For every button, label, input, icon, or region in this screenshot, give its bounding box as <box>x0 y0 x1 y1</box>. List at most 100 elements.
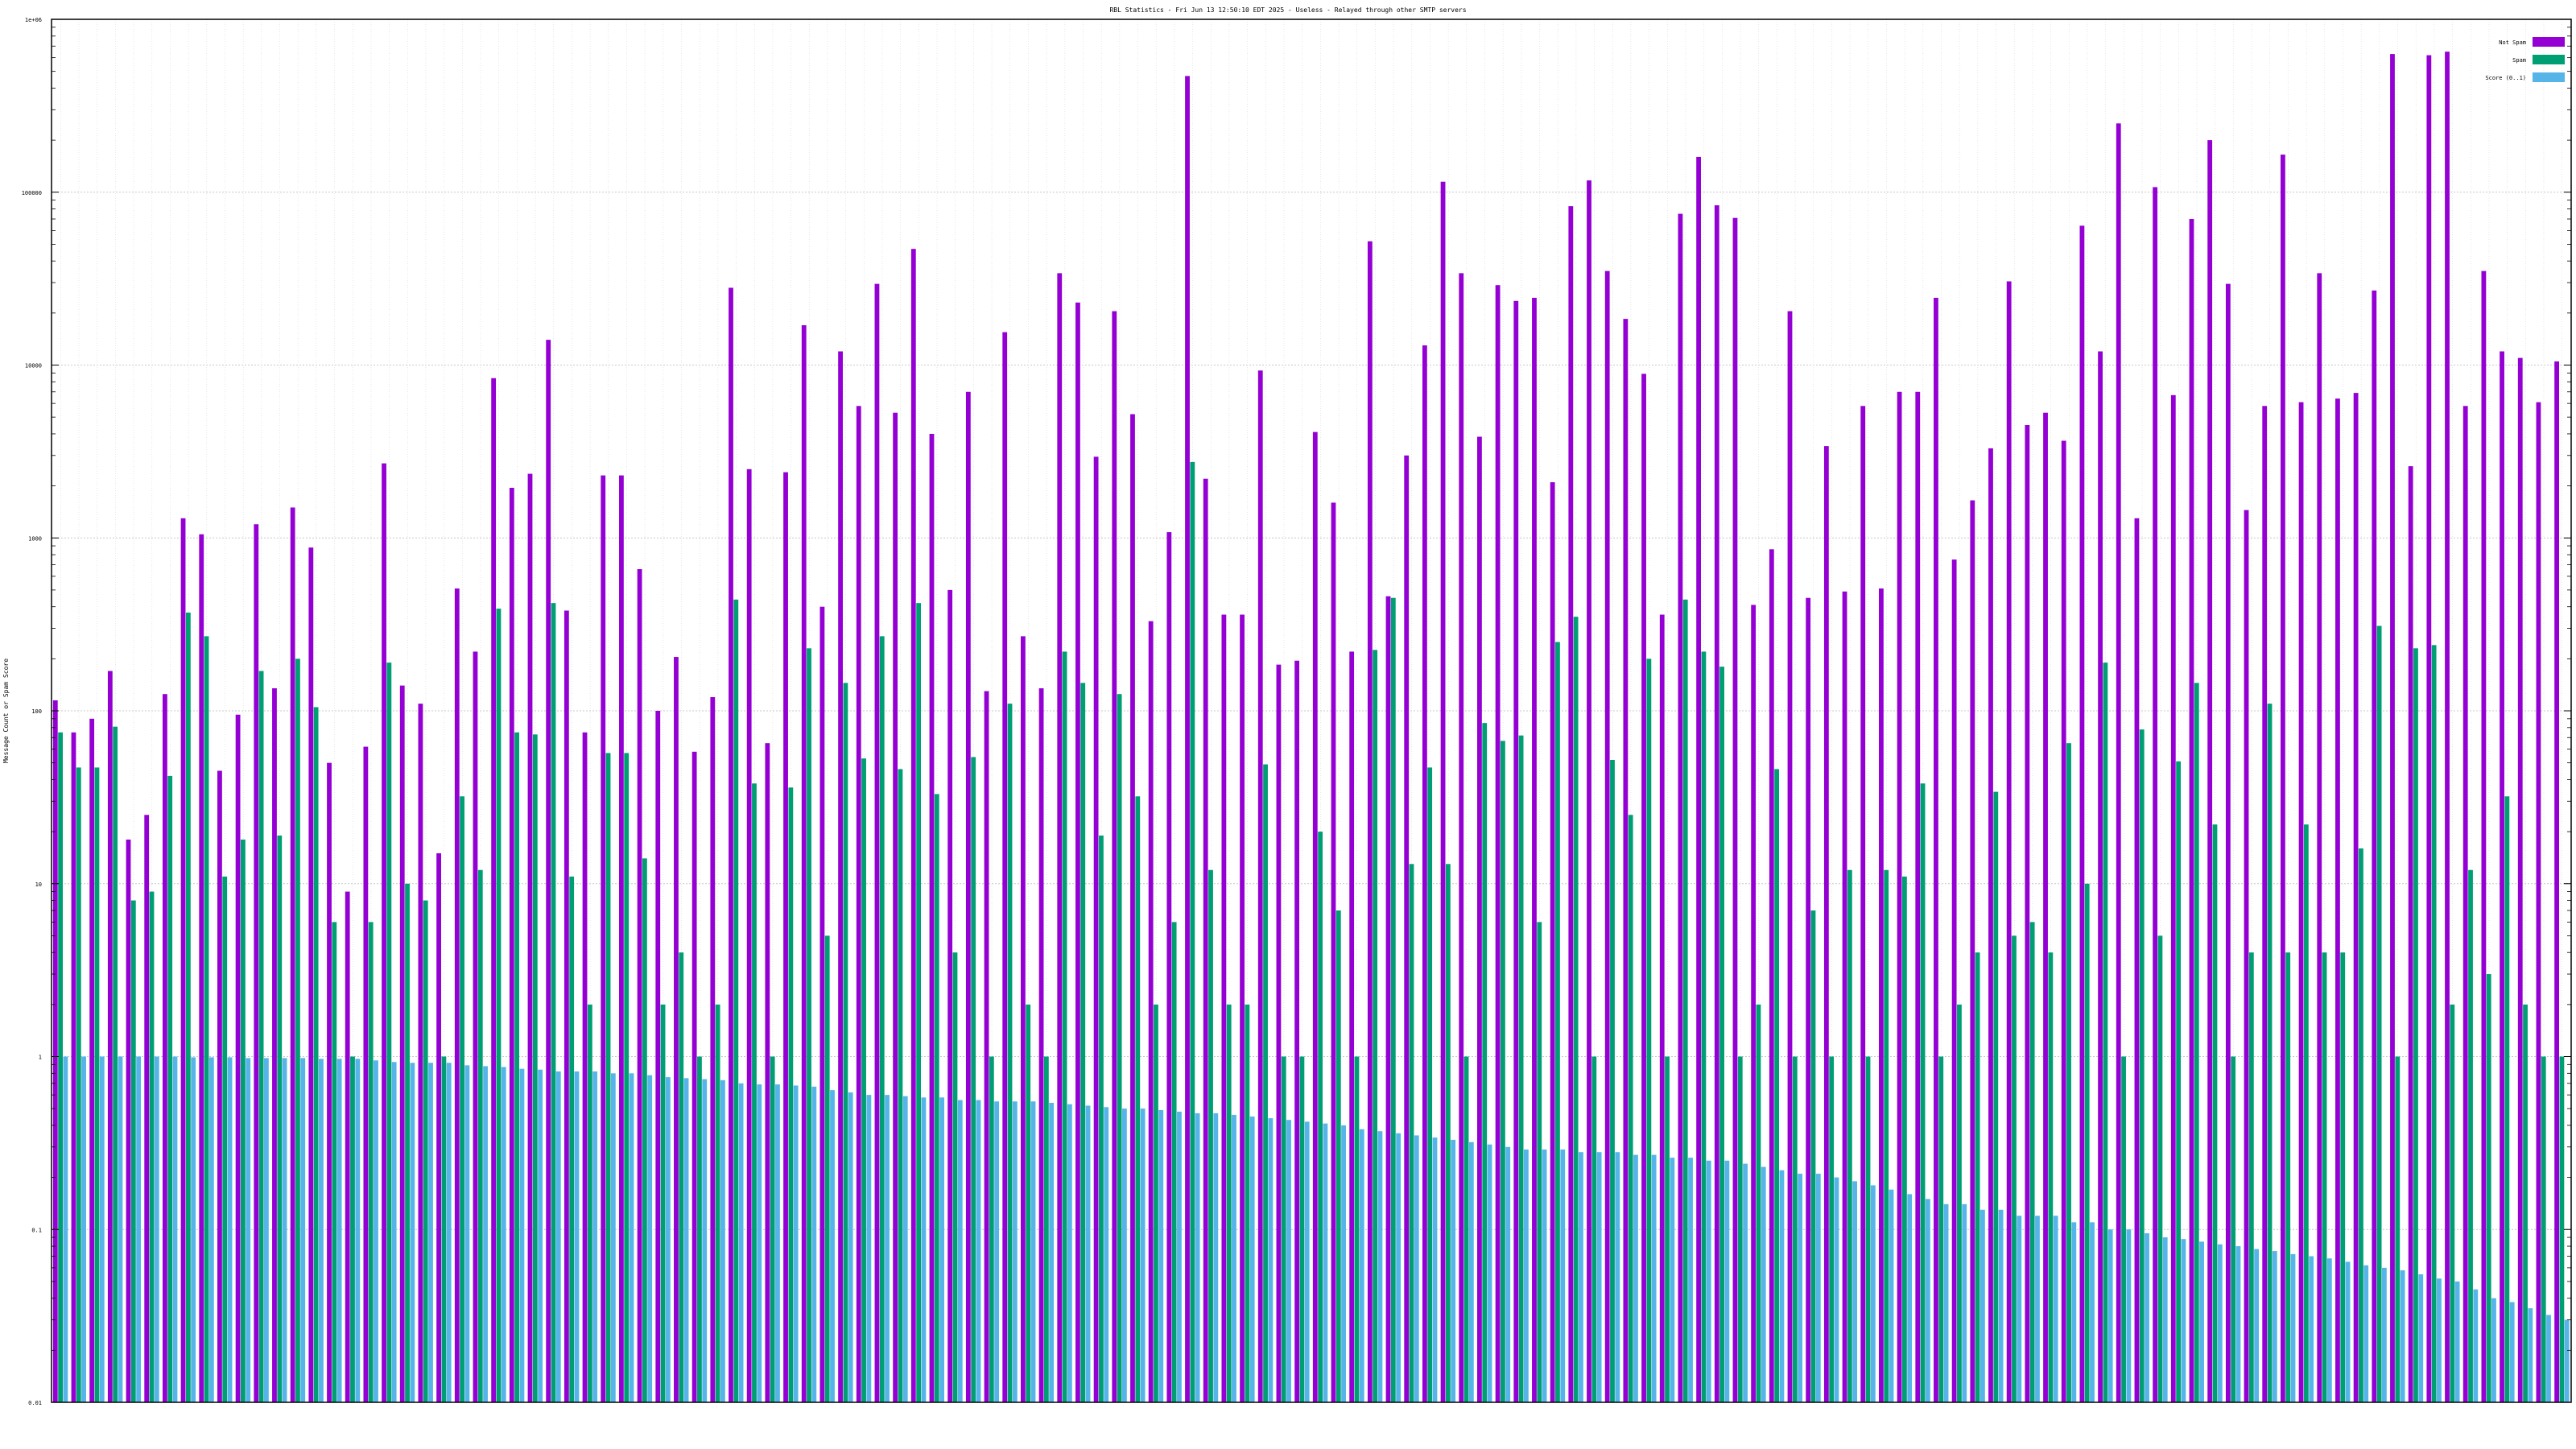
bar-score <box>336 1059 342 1402</box>
bar-score <box>1542 1149 1547 1402</box>
bar-not-spam <box>2536 402 2541 1403</box>
bar-spam <box>167 775 173 1402</box>
bar-spam <box>2303 824 2309 1402</box>
bar-spam <box>1062 651 1067 1402</box>
bar-score <box>1798 1174 1803 1402</box>
bar-not-spam <box>2372 290 2377 1402</box>
bar-score <box>720 1080 725 1402</box>
y-axis-label: Message Count or Spam Score <box>2 658 10 763</box>
bar-score <box>208 1057 214 1402</box>
bar-spam <box>2231 1056 2236 1402</box>
bar-score <box>885 1095 890 1402</box>
bar-score <box>1195 1113 1200 1402</box>
bar-not-spam <box>1970 500 1975 1402</box>
bar-spam <box>2541 1056 2546 1402</box>
bar-not-spam <box>1221 614 1227 1402</box>
bar-spam <box>258 671 264 1402</box>
bar-not-spam <box>89 718 95 1402</box>
bar-not-spam <box>838 351 843 1402</box>
bar-spam <box>204 636 209 1402</box>
bar-not-spam <box>874 283 880 1402</box>
legend-swatch <box>2533 55 2565 64</box>
bar-spam <box>1281 1056 1286 1402</box>
bar-score <box>1943 1203 1949 1402</box>
bar-spam <box>2359 848 2363 1402</box>
bar-spam <box>1154 1004 1158 1402</box>
bar-score <box>246 1058 251 1402</box>
bar-score <box>538 1069 543 1402</box>
bar-spam <box>605 753 611 1402</box>
bar-not-spam <box>2500 351 2504 1402</box>
bar-spam <box>989 1056 994 1402</box>
bar-score <box>446 1063 452 1402</box>
bar-spam <box>1427 767 1433 1402</box>
bar-not-spam <box>2353 393 2359 1402</box>
y-tick-label: 10000 <box>25 363 42 369</box>
bar-not-spam <box>1659 614 1665 1402</box>
bar-spam <box>1171 922 1177 1402</box>
bar-score <box>1213 1113 1219 1402</box>
bar-score <box>1177 1111 1182 1402</box>
bar-not-spam <box>473 651 478 1402</box>
bar-spam <box>2103 663 2108 1402</box>
bar-spam <box>1080 683 1086 1402</box>
bar-spam <box>277 835 283 1402</box>
bar-not-spam <box>162 694 167 1402</box>
bar-spam <box>1354 1056 1360 1402</box>
bar-not-spam <box>199 534 204 1402</box>
bar-not-spam <box>1130 414 1135 1402</box>
bar-spam <box>2267 704 2273 1402</box>
bar-score <box>191 1057 196 1402</box>
bar-score <box>1067 1104 1072 1402</box>
bar-score <box>1232 1114 1236 1402</box>
bar-not-spam <box>1934 297 1938 1403</box>
bar-spam <box>2012 935 2017 1402</box>
bar-spam <box>368 922 374 1402</box>
bar-not-spam <box>272 688 277 1402</box>
bar-score <box>1359 1129 1364 1402</box>
bar-not-spam <box>2006 281 2012 1403</box>
bar-score <box>1341 1125 1346 1402</box>
bar-not-spam <box>1240 614 1245 1402</box>
bar-not-spam <box>399 685 405 1402</box>
bar-score <box>592 1071 598 1402</box>
bar-score <box>702 1079 708 1402</box>
bar-score <box>1633 1154 1638 1402</box>
legend-swatch <box>2533 72 2565 82</box>
bar-score <box>428 1063 433 1402</box>
bar-spam <box>2504 796 2510 1402</box>
bar-spam <box>405 883 410 1402</box>
bar-not-spam <box>1422 345 1427 1403</box>
bar-spam <box>1026 1004 1031 1402</box>
bar-not-spam <box>1075 302 1080 1402</box>
bar-not-spam <box>965 391 971 1403</box>
bar-not-spam <box>308 547 314 1402</box>
bar-not-spam <box>454 588 460 1402</box>
bar-spam <box>76 767 81 1402</box>
bar-score <box>848 1092 853 1402</box>
bar-not-spam <box>2335 398 2340 1403</box>
bar-not-spam <box>637 569 642 1402</box>
bar-spam <box>2413 648 2418 1402</box>
bar-spam <box>788 787 794 1402</box>
bar-spam <box>1373 650 1378 1402</box>
bar-spam <box>1390 597 1396 1402</box>
bar-spam <box>295 658 300 1402</box>
bar-score <box>1505 1146 1511 1402</box>
bar-score <box>1706 1160 1711 1402</box>
bar-not-spam <box>783 472 788 1402</box>
bar-not-spam <box>290 507 295 1403</box>
bar-not-spam <box>1806 597 1811 1402</box>
bar-not-spam <box>2079 225 2085 1403</box>
bar-not-spam <box>2445 52 2450 1402</box>
bar-not-spam <box>382 463 386 1402</box>
bar-spam <box>94 767 100 1402</box>
bar-score <box>1286 1120 1291 1402</box>
bar-not-spam <box>1787 311 1793 1402</box>
bar-spam <box>1901 876 1907 1402</box>
bar-score <box>1889 1189 1894 1402</box>
bar-score <box>1414 1135 1419 1402</box>
bar-not-spam <box>856 406 861 1402</box>
bar-spam <box>1591 1056 1597 1402</box>
